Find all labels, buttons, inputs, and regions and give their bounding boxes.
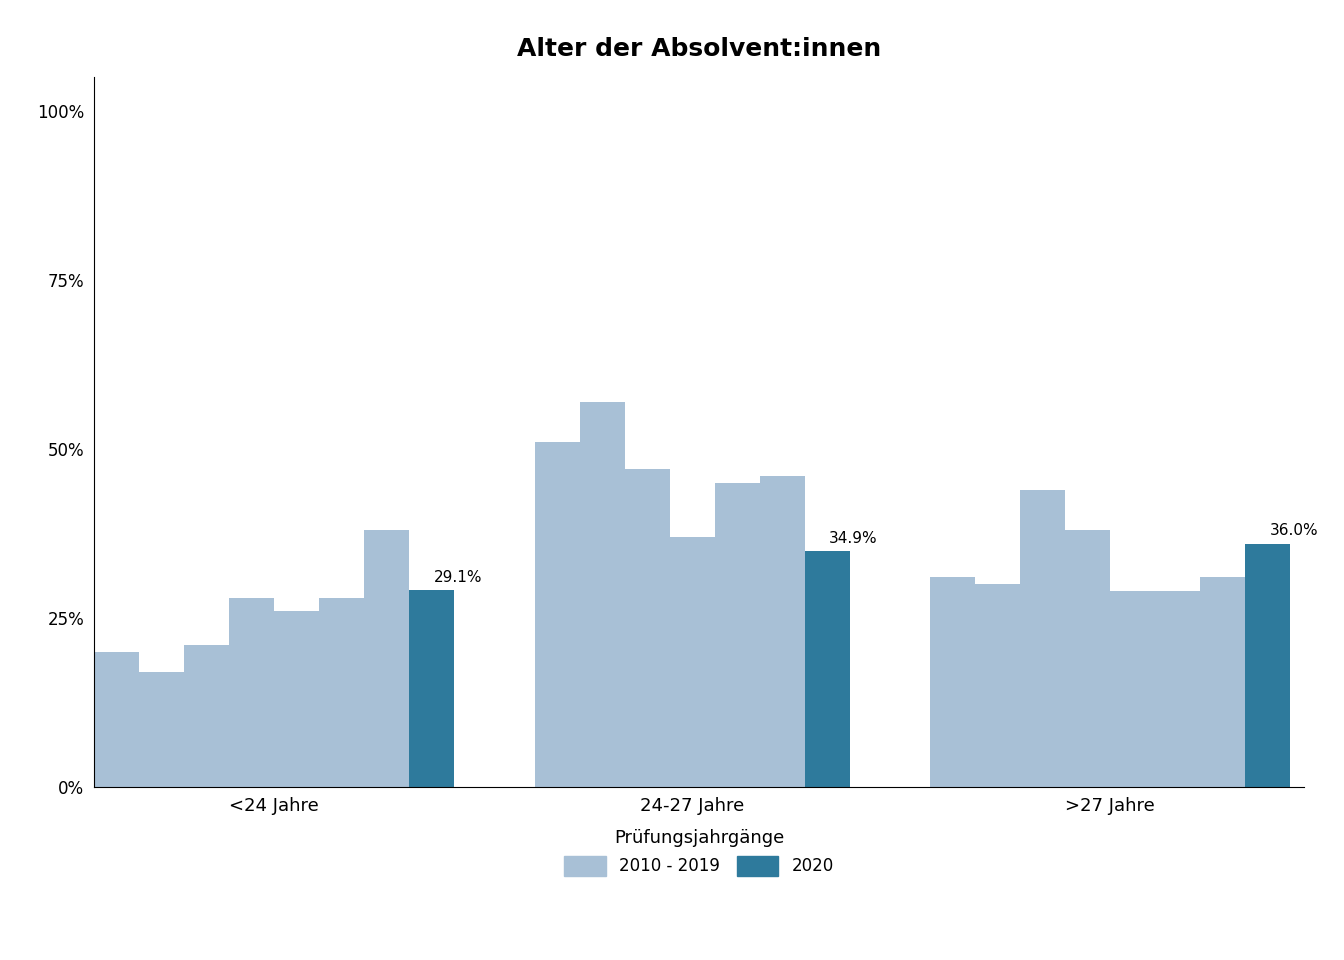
Bar	[715, 483, 759, 787]
Bar	[319, 598, 364, 787]
Bar	[1110, 591, 1156, 787]
Bar	[535, 443, 579, 787]
Bar	[364, 530, 409, 787]
Bar	[930, 578, 976, 787]
Bar	[759, 476, 805, 787]
Bar	[184, 645, 228, 787]
Text: 29.1%: 29.1%	[434, 570, 482, 585]
Bar	[1200, 578, 1246, 787]
Bar	[138, 672, 184, 787]
Title: Alter der Absolvent:innen: Alter der Absolvent:innen	[516, 37, 882, 61]
Text: 34.9%: 34.9%	[829, 531, 878, 545]
Bar	[228, 598, 274, 787]
Bar	[1066, 530, 1110, 787]
Bar	[1156, 591, 1200, 787]
Bar	[409, 590, 454, 787]
Bar	[274, 612, 319, 787]
Legend: 2010 - 2019, 2020: 2010 - 2019, 2020	[547, 812, 851, 893]
Bar	[669, 537, 715, 787]
Bar	[579, 401, 625, 787]
Bar	[625, 469, 669, 787]
Bar	[1020, 490, 1066, 787]
Text: 36.0%: 36.0%	[1270, 523, 1318, 539]
Bar	[1246, 543, 1290, 787]
Bar	[805, 551, 849, 787]
Bar	[94, 652, 138, 787]
Bar	[976, 585, 1020, 787]
